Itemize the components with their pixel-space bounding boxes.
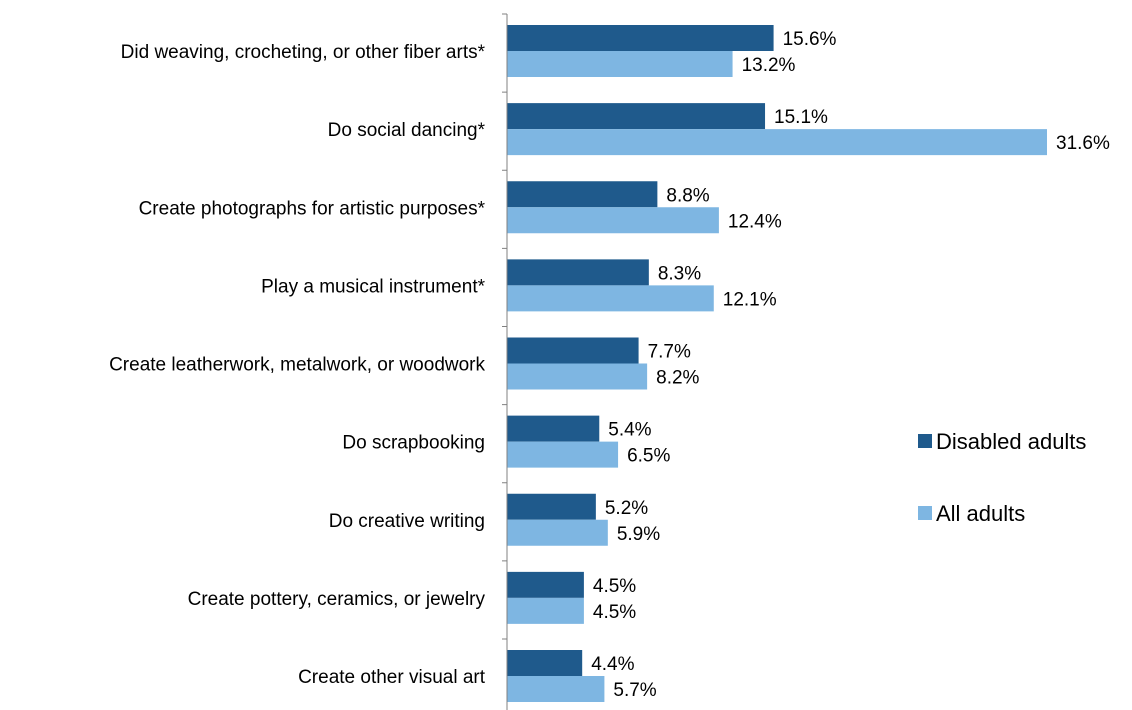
data-label-disabled-adults-5: 5.4% — [608, 420, 651, 441]
data-label-disabled-adults-4: 7.7% — [648, 342, 691, 363]
data-label-all-adults-8: 5.7% — [613, 680, 656, 701]
bar-all-adults-6 — [507, 519, 608, 546]
bar-disabled-adults-8 — [507, 650, 583, 676]
data-label-disabled-adults-1: 15.1% — [774, 107, 828, 128]
data-label-disabled-adults-6: 5.2% — [605, 498, 648, 519]
data-label-disabled-adults-3: 8.3% — [658, 263, 701, 284]
bar-disabled-adults-1 — [507, 103, 766, 130]
category-label-3: Play a musical instrument* — [261, 276, 485, 297]
data-label-all-adults-4: 8.2% — [656, 368, 699, 389]
bar-disabled-adults-5 — [507, 415, 600, 442]
data-label-all-adults-0: 13.2% — [742, 55, 796, 76]
category-label-4: Create leatherwork, metalwork, or woodwo… — [109, 355, 485, 376]
data-label-all-adults-2: 12.4% — [728, 211, 782, 232]
bar-disabled-adults-2 — [507, 181, 658, 208]
bar-all-adults-4 — [507, 363, 648, 390]
legend-label-disabled-adults: Disabled adults — [936, 429, 1086, 454]
bar-all-adults-0 — [507, 51, 733, 77]
legend-label-all-adults: All adults — [936, 501, 1025, 526]
data-label-disabled-adults-0: 15.6% — [783, 29, 837, 50]
bars-group — [507, 25, 1047, 702]
bar-disabled-adults-0 — [507, 25, 774, 51]
legend-swatch-disabled-adults — [918, 434, 932, 448]
category-label-8: Create other visual art — [298, 667, 486, 688]
bar-all-adults-3 — [507, 285, 714, 312]
bar-all-adults-5 — [507, 441, 619, 468]
category-label-7: Create pottery, ceramics, or jewelry — [188, 589, 486, 610]
data-label-all-adults-3: 12.1% — [723, 289, 777, 310]
y-axis-ticks — [502, 13, 507, 640]
category-label-1: Do social dancing* — [328, 120, 486, 141]
category-label-2: Create photographs for artistic purposes… — [139, 198, 486, 219]
legend-swatch-all-adults — [918, 506, 932, 520]
category-labels-group: Did weaving, crocheting, or other fiber … — [109, 42, 486, 688]
bar-disabled-adults-4 — [507, 337, 639, 364]
category-label-6: Do creative writing — [329, 511, 485, 532]
legend: Disabled adults All adults — [918, 429, 1086, 526]
bar-all-adults-2 — [507, 207, 719, 234]
bar-disabled-adults-3 — [507, 259, 649, 286]
bar-disabled-adults-6 — [507, 493, 596, 520]
bar-disabled-adults-7 — [507, 571, 584, 598]
data-label-all-adults-1: 31.6% — [1056, 133, 1110, 154]
category-label-5: Do scrapbooking — [342, 433, 485, 454]
bar-all-adults-7 — [507, 597, 584, 624]
data-label-disabled-adults-7: 4.5% — [593, 576, 636, 597]
data-label-all-adults-7: 4.5% — [593, 602, 636, 623]
bar-all-adults-1 — [507, 129, 1047, 156]
bar-all-adults-8 — [507, 676, 605, 702]
data-label-all-adults-5: 6.5% — [627, 446, 670, 467]
category-label-0: Did weaving, crocheting, or other fiber … — [121, 42, 486, 63]
data-label-disabled-adults-8: 4.4% — [591, 654, 634, 675]
data-labels-group: 15.6% 13.2% 15.1% 31.6% 8.8% 12.4% 8.3% 12.1% 7.… — [591, 29, 1110, 701]
data-label-disabled-adults-2: 8.8% — [666, 185, 709, 206]
data-label-all-adults-6: 5.9% — [617, 524, 660, 545]
